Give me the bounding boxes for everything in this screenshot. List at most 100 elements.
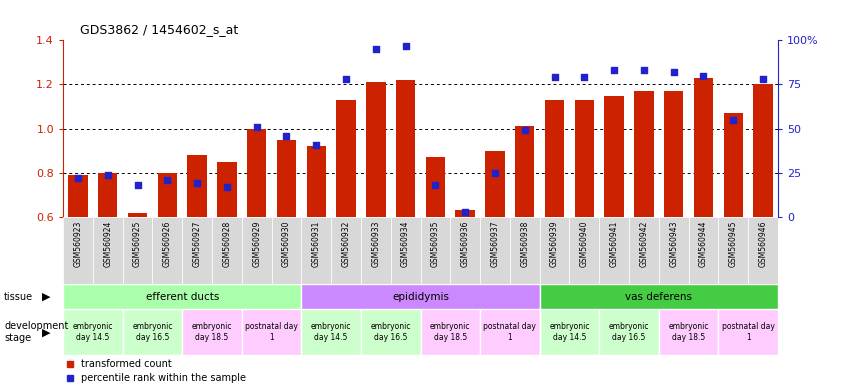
Point xyxy=(250,124,263,130)
Point xyxy=(607,67,621,73)
Bar xyxy=(599,217,629,284)
Text: percentile rank within the sample: percentile rank within the sample xyxy=(81,373,246,383)
Text: embryonic
day 16.5: embryonic day 16.5 xyxy=(132,323,172,342)
Text: GSM560939: GSM560939 xyxy=(550,220,559,267)
Text: embryonic
day 14.5: embryonic day 14.5 xyxy=(549,323,590,342)
Point xyxy=(489,170,502,176)
Text: embryonic
day 16.5: embryonic day 16.5 xyxy=(371,323,411,342)
Bar xyxy=(510,217,540,284)
Bar xyxy=(307,146,326,217)
Text: GSM560942: GSM560942 xyxy=(639,220,648,267)
Bar xyxy=(420,217,450,284)
Text: GSM560928: GSM560928 xyxy=(222,220,231,266)
Point xyxy=(399,43,412,49)
Point xyxy=(161,177,174,183)
Bar xyxy=(272,217,301,284)
Bar xyxy=(456,210,475,217)
Bar xyxy=(123,217,152,284)
Bar xyxy=(212,217,242,284)
Bar xyxy=(659,309,718,355)
Bar xyxy=(63,284,301,309)
Text: GSM560934: GSM560934 xyxy=(401,220,410,267)
Bar xyxy=(748,217,778,284)
Bar xyxy=(128,213,147,217)
Text: embryonic
day 18.5: embryonic day 18.5 xyxy=(669,323,709,342)
Point xyxy=(756,76,770,82)
Point xyxy=(518,127,532,134)
Bar xyxy=(361,217,391,284)
Text: GSM560923: GSM560923 xyxy=(73,220,82,267)
Bar xyxy=(694,78,713,217)
Bar xyxy=(723,113,743,217)
Text: GDS3862 / 1454602_s_at: GDS3862 / 1454602_s_at xyxy=(80,23,238,36)
Text: vas deferens: vas deferens xyxy=(625,291,692,302)
Bar xyxy=(366,82,385,217)
Bar xyxy=(182,217,212,284)
Bar xyxy=(450,217,480,284)
Text: GSM560933: GSM560933 xyxy=(372,220,380,267)
Bar xyxy=(336,100,356,217)
Text: GSM560941: GSM560941 xyxy=(610,220,619,267)
Text: GSM560943: GSM560943 xyxy=(669,220,678,267)
Bar xyxy=(391,217,420,284)
Bar xyxy=(485,151,505,217)
Bar xyxy=(242,217,272,284)
Bar xyxy=(301,217,331,284)
Bar xyxy=(68,175,87,217)
Text: postnatal day
1: postnatal day 1 xyxy=(722,323,775,342)
Bar xyxy=(242,309,301,355)
Bar xyxy=(93,217,123,284)
Text: GSM560924: GSM560924 xyxy=(103,220,112,267)
Text: embryonic
day 14.5: embryonic day 14.5 xyxy=(311,323,352,342)
Point xyxy=(220,184,234,190)
Text: GSM560931: GSM560931 xyxy=(312,220,320,267)
Text: GSM560932: GSM560932 xyxy=(341,220,351,267)
Point xyxy=(369,46,383,52)
Bar xyxy=(634,91,653,217)
Bar xyxy=(605,96,624,217)
Text: GSM560936: GSM560936 xyxy=(461,220,469,267)
Point xyxy=(309,141,323,147)
Point xyxy=(578,74,591,81)
Bar xyxy=(545,100,564,217)
Point xyxy=(727,117,740,123)
Bar xyxy=(98,173,118,217)
Bar xyxy=(599,309,659,355)
Text: GSM560926: GSM560926 xyxy=(163,220,172,267)
Bar xyxy=(480,217,510,284)
Bar xyxy=(277,140,296,217)
Bar xyxy=(689,217,718,284)
Bar xyxy=(569,217,599,284)
Point xyxy=(667,69,680,75)
Text: ▶: ▶ xyxy=(42,291,50,302)
Text: GSM560944: GSM560944 xyxy=(699,220,708,267)
Text: GSM560927: GSM560927 xyxy=(193,220,202,267)
Bar xyxy=(247,129,267,217)
Bar xyxy=(361,309,420,355)
Bar xyxy=(63,309,123,355)
Text: GSM560937: GSM560937 xyxy=(490,220,500,267)
Text: postnatal day
1: postnatal day 1 xyxy=(484,323,537,342)
Bar xyxy=(659,217,689,284)
Point xyxy=(190,180,204,187)
Point xyxy=(458,209,472,215)
Text: embryonic
day 14.5: embryonic day 14.5 xyxy=(72,323,113,342)
Point xyxy=(339,76,352,82)
Text: efferent ducts: efferent ducts xyxy=(145,291,219,302)
Bar xyxy=(718,309,778,355)
Bar xyxy=(301,309,361,355)
Text: postnatal day
1: postnatal day 1 xyxy=(245,323,298,342)
Bar xyxy=(540,217,569,284)
Point xyxy=(101,172,114,178)
Bar xyxy=(426,157,445,217)
Bar xyxy=(664,91,684,217)
Bar xyxy=(63,217,93,284)
Bar xyxy=(396,80,415,217)
Bar xyxy=(123,309,182,355)
Text: embryonic
day 18.5: embryonic day 18.5 xyxy=(192,323,232,342)
Bar xyxy=(629,217,659,284)
Point xyxy=(71,175,85,181)
Bar xyxy=(188,155,207,217)
Bar xyxy=(480,309,540,355)
Point xyxy=(637,67,651,73)
